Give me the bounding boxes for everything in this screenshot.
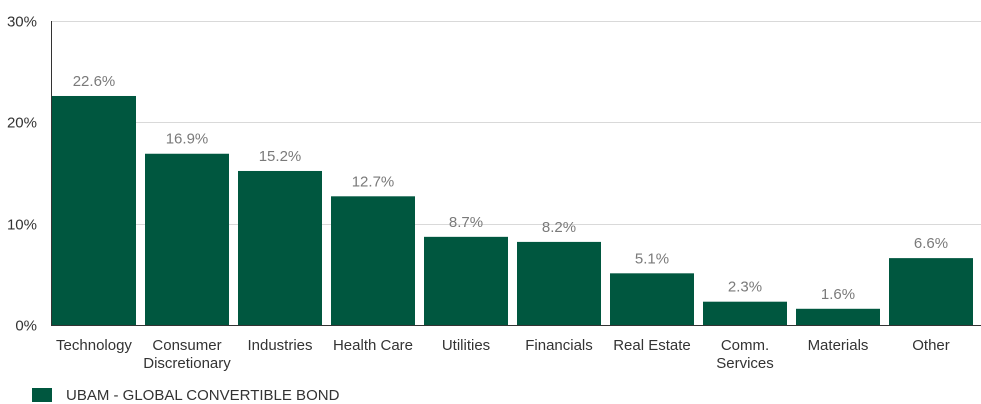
y-tick-label: 10% bbox=[7, 217, 37, 234]
bar bbox=[331, 196, 415, 325]
x-category-label: Materials bbox=[808, 337, 869, 354]
data-label: 12.7% bbox=[352, 173, 395, 190]
data-label: 15.2% bbox=[259, 148, 302, 165]
x-category-label: Technology bbox=[56, 337, 132, 354]
data-label: 16.9% bbox=[166, 131, 209, 148]
data-label: 22.6% bbox=[73, 73, 116, 90]
bar-chart: 0% 10% 20% 30% 22.6% Technology 16.9% ConsumerD… bbox=[7, 14, 981, 372]
bar bbox=[796, 308, 880, 325]
y-tick-label: 20% bbox=[7, 115, 37, 132]
y-tick-label: 30% bbox=[7, 14, 37, 31]
x-category-label: Comm. bbox=[721, 337, 769, 354]
bar bbox=[145, 153, 229, 325]
x-category-label: Real Estate bbox=[613, 337, 691, 354]
x-category-label: Health Care bbox=[333, 337, 413, 354]
bar bbox=[424, 236, 508, 325]
legend-label: UBAM - GLOBAL CONVERTIBLE BOND bbox=[66, 386, 340, 404]
data-label: 8.7% bbox=[449, 214, 483, 231]
x-category-label: Other bbox=[912, 337, 950, 354]
y-tick-label: 0% bbox=[15, 318, 37, 335]
bar bbox=[52, 95, 136, 325]
x-category-label: Financials bbox=[525, 337, 593, 354]
data-label: 5.1% bbox=[635, 250, 669, 267]
x-category-label: Services bbox=[716, 355, 774, 372]
x-category-label: Discretionary bbox=[143, 355, 231, 372]
bar bbox=[889, 258, 973, 325]
x-category-label: Utilities bbox=[442, 337, 490, 354]
x-category-label: Consumer bbox=[152, 337, 221, 354]
x-category-label: Industries bbox=[247, 337, 312, 354]
data-label: 1.6% bbox=[821, 286, 855, 303]
data-label: 8.2% bbox=[542, 219, 576, 236]
data-label: 2.3% bbox=[728, 279, 762, 296]
bar bbox=[238, 170, 322, 325]
legend: UBAM - GLOBAL CONVERTIBLE BOND bbox=[32, 386, 339, 404]
bar bbox=[703, 301, 787, 325]
legend-swatch bbox=[32, 388, 52, 402]
data-label: 6.6% bbox=[914, 235, 948, 252]
bar bbox=[517, 241, 601, 325]
bar bbox=[610, 273, 694, 325]
